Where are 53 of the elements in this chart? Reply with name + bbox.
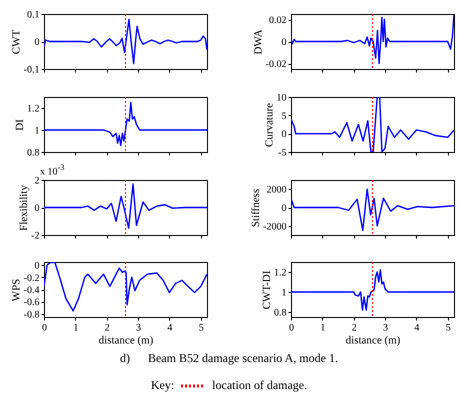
x-tick-label: 1 (73, 322, 78, 334)
y-tick-label: 1 (34, 126, 40, 136)
y-tick-label: 0 (282, 37, 286, 48)
y-axis-title: CWT-DI (261, 270, 273, 310)
y-tick-label: -2 (31, 230, 40, 242)
y-axis-title: DWA (252, 29, 265, 55)
x-axis-title: distance (m) (346, 334, 401, 346)
y-tick-label: 2000 (266, 184, 286, 196)
x-tick-label: 5 (446, 322, 451, 334)
y-tick-label: -0.8 (24, 309, 40, 320)
x-tick-label: 1 (320, 322, 326, 334)
x-tick-label: 4 (167, 322, 172, 334)
text: d) Beam B52 damage scenario A, mode 1. (119, 351, 339, 366)
y-tick-label: 0 (34, 260, 40, 272)
y-tick-label: -5 (278, 148, 286, 158)
y-tick-label: 0 (34, 37, 40, 48)
y-axis-title: Stiffness (250, 188, 262, 228)
x-tick-label: 2 (104, 322, 110, 334)
y-tick-label: -0.2 (24, 272, 40, 284)
x-tick-label: 4 (414, 322, 420, 334)
y-tick-label: 1.2 (274, 268, 286, 278)
text: x 10$^{-3}$ (40, 163, 64, 178)
y-axis-title: CWT (10, 30, 23, 54)
y-axis-title: Flexibility (18, 184, 30, 231)
y-axis-title: Curvature (264, 102, 276, 147)
y-axis-title: WPS (10, 278, 23, 302)
y-tick-label: 0.1 (27, 10, 40, 20)
x-tick-label: 2 (352, 322, 357, 334)
x-tick-label: 5 (198, 322, 204, 334)
x-tick-label: 0 (42, 322, 47, 334)
x-axis-title: distance (m) (98, 334, 154, 346)
y-tick-label: 0.8 (27, 148, 40, 158)
y-tick-label: -0.6 (24, 297, 40, 308)
y-tick-label: 10 (276, 92, 286, 104)
x-tick-label: 3 (136, 322, 142, 334)
y-tick-label: -2000 (263, 221, 286, 232)
y-tick-label: 0.8 (274, 308, 286, 318)
x-tick-label: 3 (383, 322, 388, 334)
y-tick-label: 0.02 (269, 15, 286, 26)
y-tick-label: 5 (282, 110, 286, 122)
y-axis-title: DI (14, 118, 26, 131)
x-tick-label: 0 (289, 322, 294, 334)
y-tick-label: 0 (34, 203, 40, 214)
y-tick-label: -0.4 (24, 285, 40, 296)
y-tick-label: 2 (34, 176, 40, 186)
text: Key: (150, 378, 174, 392)
y-tick-label: 1.2 (27, 104, 40, 114)
y-tick-label: 0 (282, 203, 286, 214)
y-tick-label: -0.1 (24, 64, 40, 76)
y-tick-label: 0 (282, 129, 286, 140)
legend-label: location of damage. (212, 378, 308, 392)
y-tick-label: 1 (282, 288, 286, 298)
y-tick-label: -0.02 (266, 59, 286, 70)
